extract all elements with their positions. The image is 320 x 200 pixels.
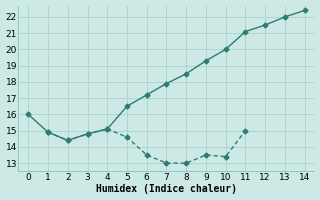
X-axis label: Humidex (Indice chaleur): Humidex (Indice chaleur) — [96, 184, 237, 194]
